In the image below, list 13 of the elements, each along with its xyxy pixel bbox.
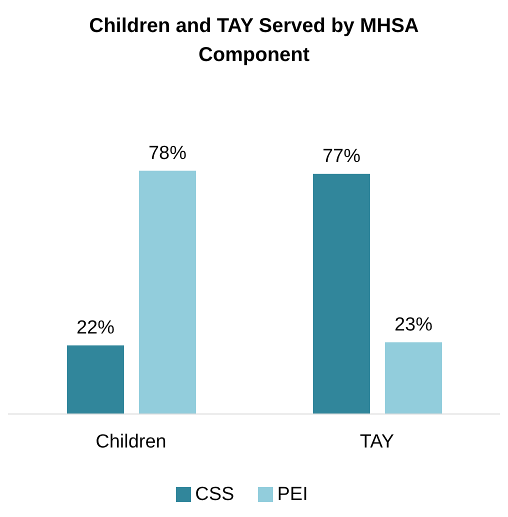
legend-label: CSS	[195, 484, 234, 505]
x-tick-label: Children	[96, 431, 166, 452]
data-label: 23%	[394, 314, 433, 336]
bar	[139, 170, 196, 414]
bar	[313, 174, 370, 414]
chart-title: Children and TAY Served by MHSA Component	[88, 14, 420, 68]
bar	[385, 342, 442, 414]
data-label: 22%	[76, 317, 115, 338]
bar	[67, 345, 124, 414]
legend-label: PEI	[277, 484, 308, 505]
data-label: 78%	[148, 142, 187, 164]
data-label: 77%	[322, 146, 361, 167]
x-tick-label: TAY	[360, 431, 394, 452]
